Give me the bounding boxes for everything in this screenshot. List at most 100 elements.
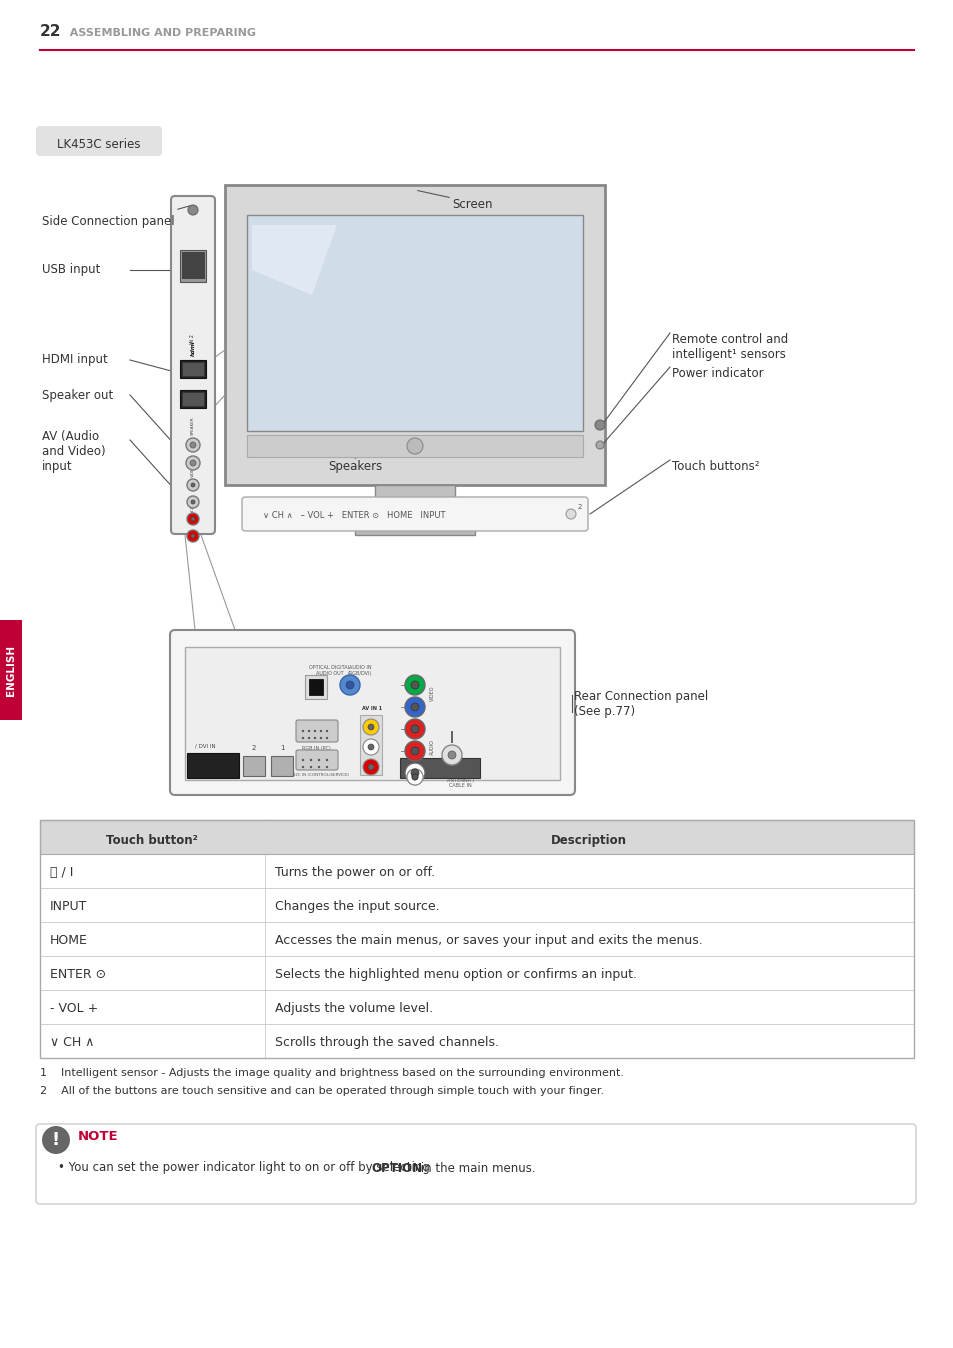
Text: AV IN 1: AV IN 1	[361, 706, 382, 710]
Text: INPUT: INPUT	[50, 900, 88, 913]
Text: AV IN 2: AV IN 2	[191, 507, 194, 520]
Circle shape	[191, 500, 194, 504]
Text: COMPONENT
IN: COMPONENT IN	[422, 762, 457, 772]
Circle shape	[326, 766, 328, 768]
Text: Description: Description	[551, 834, 626, 847]
Bar	[185, 647, 559, 780]
Bar	[271, 756, 293, 776]
FancyBboxPatch shape	[225, 185, 604, 485]
Text: • You can set the power indicator light to on or off by selecting: • You can set the power indicator light …	[58, 1162, 434, 1174]
Circle shape	[186, 438, 200, 452]
Circle shape	[319, 737, 322, 739]
Text: Screen: Screen	[452, 198, 492, 212]
Bar	[399, 758, 479, 778]
Text: 1: 1	[279, 745, 284, 751]
Circle shape	[301, 766, 304, 768]
Bar	[309, 679, 323, 696]
FancyBboxPatch shape	[295, 749, 337, 770]
Text: Speaker out: Speaker out	[42, 388, 113, 402]
Bar	[355, 527, 475, 535]
Text: hdmi: hdmi	[191, 341, 195, 356]
Text: / DVI IN: / DVI IN	[194, 744, 215, 749]
Text: SPEAKER: SPEAKER	[191, 417, 194, 435]
Text: ANTENNA /
CABLE IN: ANTENNA / CABLE IN	[447, 776, 474, 787]
Bar	[305, 675, 327, 700]
FancyBboxPatch shape	[242, 497, 587, 531]
Text: Turns the power on or off.: Turns the power on or off.	[274, 867, 435, 879]
Text: ∨ CH ∧: ∨ CH ∧	[50, 1037, 94, 1049]
Circle shape	[310, 766, 312, 768]
Bar	[182, 363, 204, 376]
Circle shape	[187, 479, 199, 491]
Circle shape	[363, 718, 378, 735]
Text: VIDEO: VIDEO	[368, 731, 374, 745]
Bar	[40, 820, 913, 1058]
Circle shape	[191, 534, 194, 538]
Circle shape	[411, 768, 418, 776]
Text: 2: 2	[252, 745, 256, 751]
Text: Scrolls through the saved channels.: Scrolls through the saved channels.	[274, 1037, 498, 1049]
Circle shape	[188, 205, 198, 214]
Bar	[247, 214, 582, 431]
Circle shape	[412, 774, 417, 780]
Bar	[182, 392, 204, 406]
Circle shape	[326, 759, 328, 762]
Circle shape	[411, 681, 418, 689]
Bar	[180, 360, 206, 377]
FancyBboxPatch shape	[36, 125, 162, 156]
Text: LK453C series: LK453C series	[57, 137, 141, 151]
Bar	[40, 1024, 913, 1058]
Text: VIDEO: VIDEO	[430, 686, 435, 701]
Circle shape	[319, 729, 322, 732]
Circle shape	[301, 729, 304, 732]
Bar	[247, 435, 582, 457]
Circle shape	[317, 759, 320, 762]
Circle shape	[301, 737, 304, 739]
Text: Touch button²: Touch button²	[106, 834, 197, 847]
Circle shape	[301, 759, 304, 762]
Circle shape	[363, 739, 378, 755]
Text: ENGLISH: ENGLISH	[6, 644, 16, 696]
Bar	[451, 731, 453, 743]
Circle shape	[308, 737, 310, 739]
Circle shape	[187, 496, 199, 508]
Circle shape	[187, 530, 199, 542]
Bar	[375, 485, 455, 530]
Bar	[40, 888, 913, 922]
Bar	[243, 756, 265, 776]
Text: in the main menus.: in the main menus.	[417, 1162, 536, 1174]
Circle shape	[346, 681, 354, 689]
Text: HOME: HOME	[50, 934, 88, 948]
Text: Changes the input source.: Changes the input source.	[274, 900, 439, 913]
Text: OPTION: OPTION	[371, 1162, 422, 1174]
Text: ⏻ / I: ⏻ / I	[50, 867, 73, 879]
Circle shape	[326, 737, 328, 739]
Text: VIDEO: VIDEO	[191, 464, 194, 477]
Text: IN 2: IN 2	[191, 334, 195, 344]
Circle shape	[42, 1126, 70, 1154]
Circle shape	[407, 768, 422, 785]
Text: 1    Intelligent sensor - Adjusts the image quality and brightness based on the : 1 Intelligent sensor - Adjusts the image…	[40, 1068, 623, 1078]
Circle shape	[565, 510, 576, 519]
Text: ASSEMBLING AND PREPARING: ASSEMBLING AND PREPARING	[62, 28, 255, 38]
Text: Selects the highlighted menu option or confirms an input.: Selects the highlighted menu option or c…	[274, 968, 637, 981]
Circle shape	[405, 763, 424, 783]
Text: OPTICAL DIGITAL
AUDIO OUT: OPTICAL DIGITAL AUDIO OUT	[309, 665, 350, 675]
Text: Rear Connection panel
(See p.77): Rear Connection panel (See p.77)	[574, 690, 707, 718]
Text: RGB IN (PC): RGB IN (PC)	[302, 745, 331, 751]
Circle shape	[407, 768, 422, 785]
FancyBboxPatch shape	[170, 630, 575, 795]
Text: !: !	[51, 1131, 60, 1148]
Circle shape	[448, 751, 456, 759]
Text: 2    All of the buttons are touch sensitive and can be operated through simple t: 2 All of the buttons are touch sensitive…	[40, 1086, 603, 1096]
Text: Remote control and
intelligent¹ sensors: Remote control and intelligent¹ sensors	[671, 333, 787, 361]
Circle shape	[441, 745, 461, 766]
Bar	[0, 620, 22, 720]
Bar	[40, 989, 913, 1024]
Text: AV (Audio
and Video)
input: AV (Audio and Video) input	[42, 430, 106, 473]
Bar	[359, 714, 381, 775]
Bar	[40, 820, 913, 855]
Circle shape	[411, 747, 418, 755]
Circle shape	[339, 675, 359, 696]
Circle shape	[317, 766, 320, 768]
